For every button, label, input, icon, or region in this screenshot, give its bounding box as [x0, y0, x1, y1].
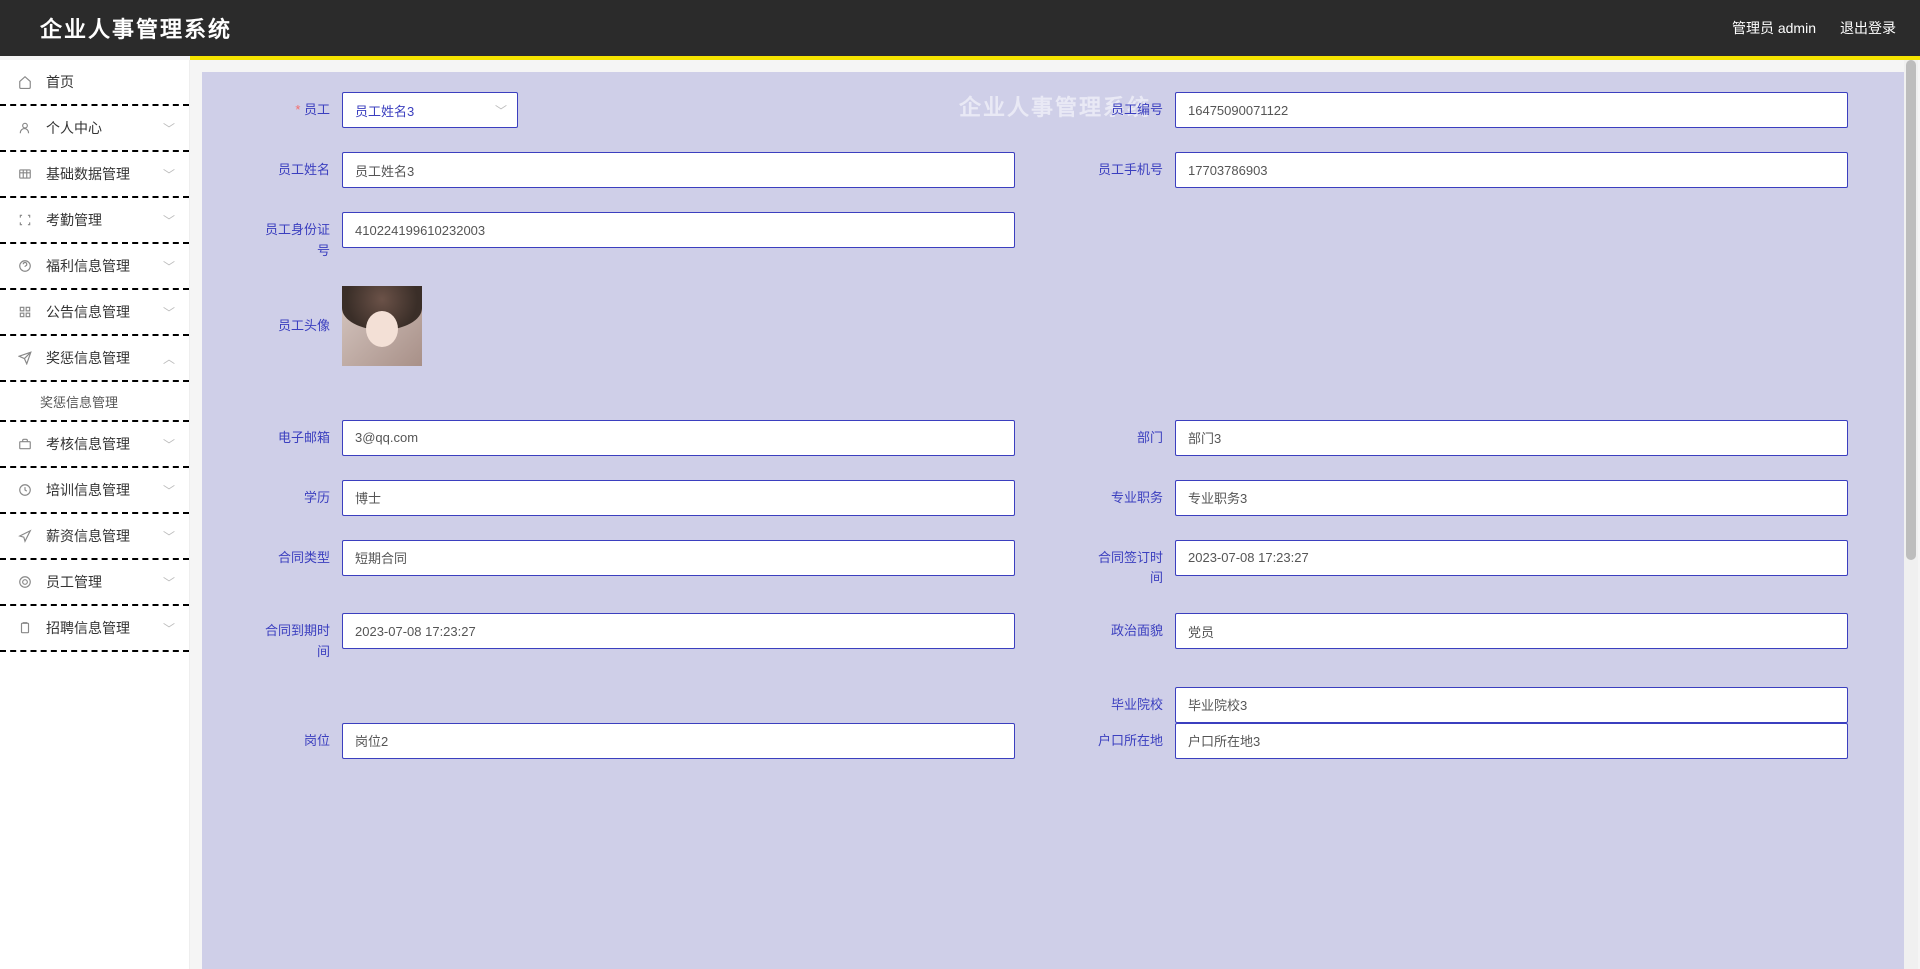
logout-button[interactable]: 退出登录 — [1840, 18, 1896, 38]
chevron-down-icon: ﹀ — [163, 166, 175, 183]
label-contract-type: 合同类型 — [262, 540, 342, 576]
input-employee-no[interactable]: 16475090071122 — [1175, 92, 1848, 128]
label-post: 岗位 — [262, 723, 342, 759]
sidebar-item-label: 福利信息管理 — [46, 256, 130, 276]
home-icon — [18, 75, 36, 89]
sidebar-item-label: 基础数据管理 — [46, 164, 130, 184]
label-dept: 部门 — [1095, 420, 1175, 456]
label-jobtitle: 专业职务 — [1095, 480, 1175, 516]
grid-icon — [18, 167, 36, 181]
label-employee: 员工 — [262, 92, 342, 128]
sidebar-item-salary[interactable]: 薪资信息管理 ﹀ — [0, 514, 189, 560]
label-contract-sign: 合同签订时间 — [1095, 540, 1175, 590]
chevron-up-icon: ︿ — [163, 350, 175, 367]
label-idcard: 员工身份证号 — [262, 212, 342, 262]
sidebar-item-label: 薪资信息管理 — [46, 526, 130, 546]
label-avatar: 员工头像 — [262, 286, 342, 366]
input-contract-type[interactable]: 短期合同 — [342, 540, 1015, 576]
sidebar-item-reward[interactable]: 奖惩信息管理 ︿ — [0, 336, 189, 382]
chevron-down-icon: ﹀ — [163, 258, 175, 275]
label-residence: 户口所在地 — [1095, 723, 1175, 752]
input-name[interactable]: 员工姓名3 — [342, 152, 1015, 188]
input-post[interactable]: 岗位2 — [342, 723, 1015, 759]
label-employee-no: 员工编号 — [1095, 92, 1175, 128]
sidebar-item-welfare[interactable]: 福利信息管理 ﹀ — [0, 244, 189, 290]
input-edu[interactable]: 博士 — [342, 480, 1015, 516]
sidebar-item-label: 招聘信息管理 — [46, 618, 130, 638]
input-contract-sign[interactable]: 2023-07-08 17:23:27 — [1175, 540, 1848, 576]
sidebar: 首页 个人中心 ﹀ 基础数据管理 ﹀ 考勤管理 ﹀ 福利信息管理 ﹀ 公告信息管… — [0, 60, 190, 969]
briefcase-icon — [18, 437, 36, 451]
select-employee-value: 员工姓名3 — [355, 101, 414, 120]
chevron-down-icon: ﹀ — [163, 304, 175, 321]
sidebar-item-training[interactable]: 培训信息管理 ﹀ — [0, 468, 189, 514]
chevron-down-icon: ﹀ — [163, 436, 175, 453]
current-user-label[interactable]: 管理员 admin — [1732, 18, 1816, 38]
brackets-icon — [18, 213, 36, 227]
input-residence[interactable]: 户口所在地3 — [1175, 723, 1848, 759]
input-dept[interactable]: 部门3 — [1175, 420, 1848, 456]
select-employee[interactable]: 员工姓名3 ﹀ — [342, 92, 518, 128]
input-political[interactable]: 党员 — [1175, 613, 1848, 649]
label-phone: 员工手机号 — [1095, 152, 1175, 181]
input-phone[interactable]: 17703786903 — [1175, 152, 1848, 188]
chevron-down-icon: ﹀ — [163, 620, 175, 637]
app-title: 企业人事管理系统 — [40, 12, 232, 44]
sidebar-item-label: 考核信息管理 — [46, 434, 130, 454]
main-content: 企业人事管理系统 员工 员工姓名3 ﹀ 员工编号 16475090071122 — [202, 72, 1908, 969]
sidebar-item-profile[interactable]: 个人中心 ﹀ — [0, 106, 189, 152]
label-political: 政治面貌 — [1095, 613, 1175, 649]
chevron-down-icon: ﹀ — [495, 102, 507, 119]
sidebar-item-staff[interactable]: 员工管理 ﹀ — [0, 560, 189, 606]
sidebar-subitem-label: 奖惩信息管理 — [40, 392, 118, 411]
scrollbar-thumb[interactable] — [1906, 60, 1916, 560]
label-email: 电子邮箱 — [262, 420, 342, 456]
sidebar-item-home[interactable]: 首页 — [0, 60, 189, 106]
grid4-icon — [18, 305, 36, 319]
sidebar-subitem-reward[interactable]: 奖惩信息管理 — [0, 382, 189, 422]
sidebar-item-label: 考勤管理 — [46, 210, 102, 230]
chevron-down-icon: ﹀ — [163, 482, 175, 499]
chevron-down-icon: ﹀ — [163, 120, 175, 137]
input-email[interactable]: 3@qq.com — [342, 420, 1015, 456]
input-contract-end[interactable]: 2023-07-08 17:23:27 — [342, 613, 1015, 649]
sidebar-item-notice[interactable]: 公告信息管理 ﹀ — [0, 290, 189, 336]
sidebar-item-label: 员工管理 — [46, 572, 102, 592]
sidebar-item-label: 奖惩信息管理 — [46, 348, 130, 368]
target-icon — [18, 575, 36, 589]
chevron-down-icon: ﹀ — [163, 574, 175, 591]
input-school[interactable]: 毕业院校3 — [1175, 687, 1848, 723]
chevron-down-icon: ﹀ — [163, 528, 175, 545]
sidebar-item-label: 个人中心 — [46, 118, 102, 138]
sidebar-item-attendance[interactable]: 考勤管理 ﹀ — [0, 198, 189, 244]
sidebar-item-label: 培训信息管理 — [46, 480, 130, 500]
label-edu: 学历 — [262, 480, 342, 516]
label-school: 毕业院校 — [1095, 687, 1175, 723]
sidebar-item-recruit[interactable]: 招聘信息管理 ﹀ — [0, 606, 189, 652]
avatar-image[interactable] — [342, 286, 422, 366]
sidebar-item-basedata[interactable]: 基础数据管理 ﹀ — [0, 152, 189, 198]
send-icon — [18, 351, 36, 365]
input-idcard[interactable]: 410224199610232003 — [342, 212, 1015, 248]
question-icon — [18, 259, 36, 273]
nav-icon — [18, 529, 36, 543]
input-jobtitle[interactable]: 专业职务3 — [1175, 480, 1848, 516]
clock-icon — [18, 483, 36, 497]
sidebar-item-label: 公告信息管理 — [46, 302, 130, 322]
scrollbar[interactable] — [1904, 60, 1918, 969]
chevron-down-icon: ﹀ — [163, 212, 175, 229]
user-icon — [18, 121, 36, 135]
sidebar-item-assess[interactable]: 考核信息管理 ﹀ — [0, 422, 189, 468]
label-name: 员工姓名 — [262, 152, 342, 188]
label-contract-end: 合同到期时间 — [262, 613, 342, 663]
topbar: 企业人事管理系统 管理员 admin 退出登录 — [0, 0, 1920, 56]
form: 员工 员工姓名3 ﹀ 员工编号 16475090071122 员工姓名 员工姓名… — [202, 72, 1908, 803]
clipboard-icon — [18, 621, 36, 635]
sidebar-item-label: 首页 — [46, 72, 74, 92]
